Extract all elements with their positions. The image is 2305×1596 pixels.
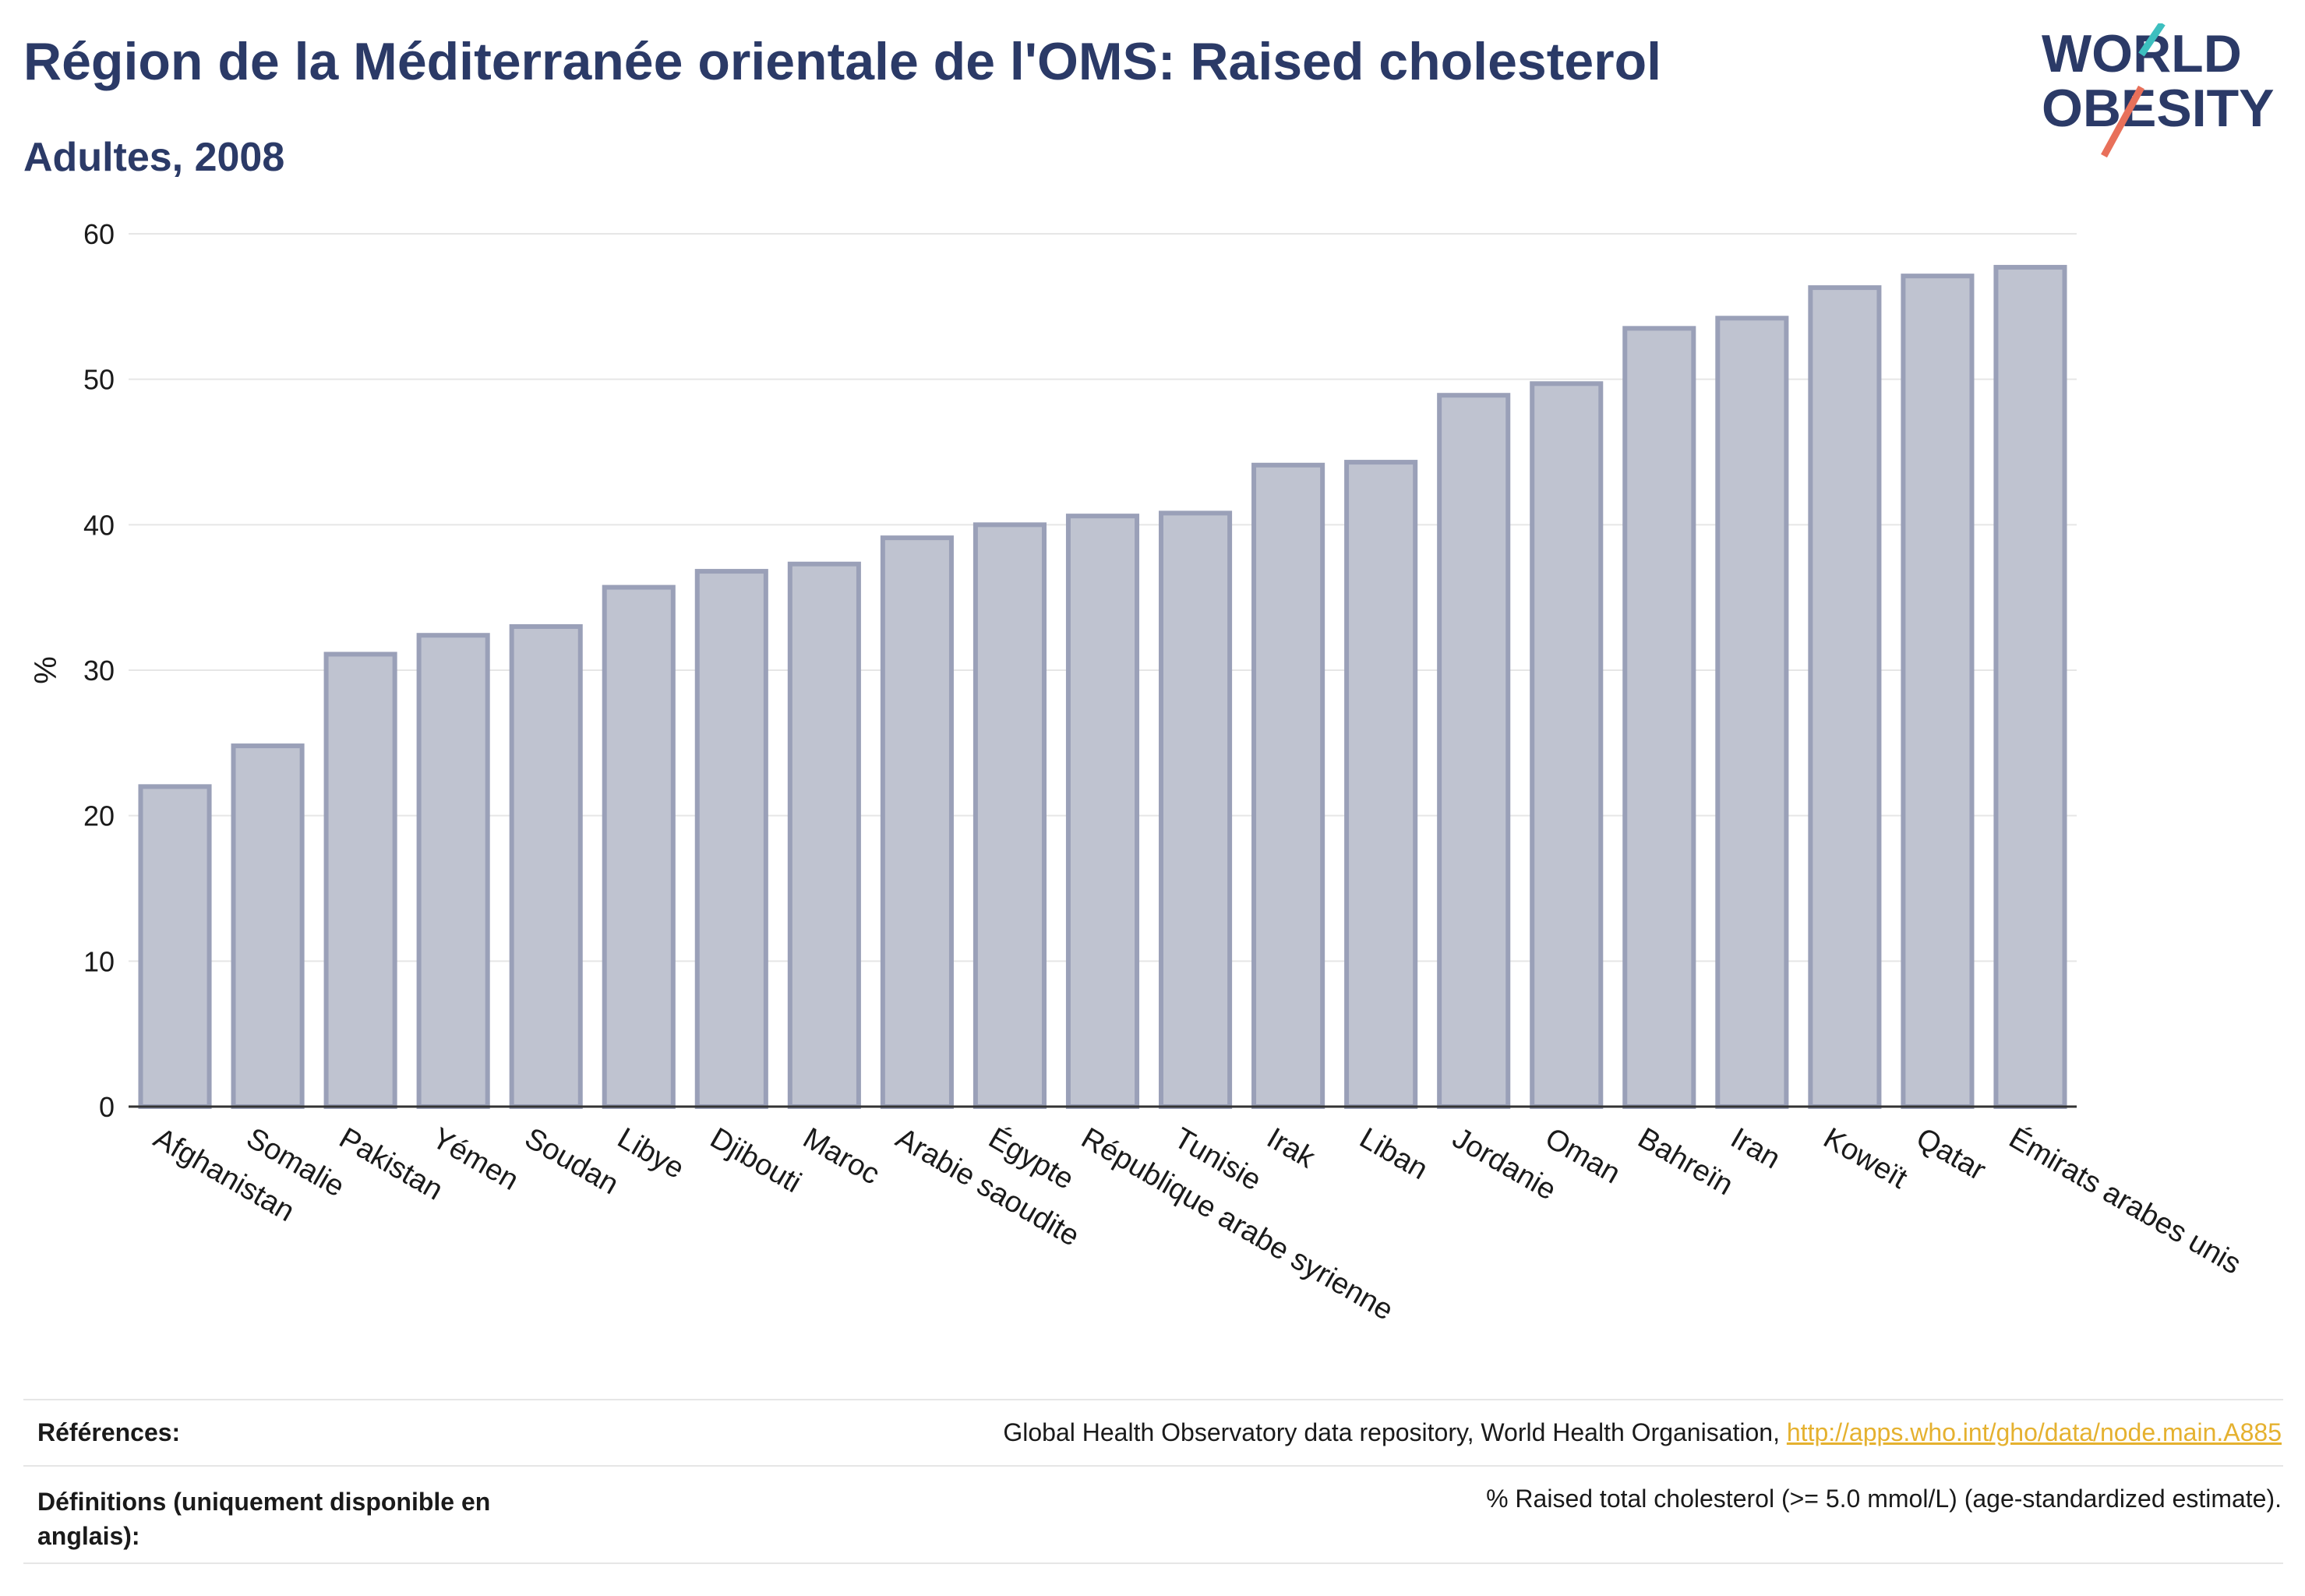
bar-4 [416,633,490,1109]
x-tick-label: Bahreïn [1633,1121,1738,1202]
bar-21 [1993,264,2067,1109]
bar-chart: 0102030405060%AfghanistanSomaliePakistan… [29,218,2247,1327]
x-tick-label: Libye [612,1121,690,1185]
y-tick-label: 50 [83,364,115,396]
bar-12 [1159,510,1233,1109]
x-tick-label: Pakistan [334,1121,448,1206]
bar-18 [1715,316,1789,1109]
bar-20 [1901,274,1975,1110]
x-tick-label: Qatar [1911,1121,1992,1187]
bar-3 [323,651,397,1109]
bar-1 [138,784,212,1109]
logo-text-obesity: OBESITY [2042,79,2275,138]
references-text: Global Health Observatory data repositor… [1003,1418,2282,1447]
references-link[interactable]: http://apps.who.int/gho/data/node.main.A… [1786,1418,2282,1446]
bar-15 [1437,393,1511,1109]
x-tick-label: Liban [1354,1121,1434,1186]
x-tick-label: Djibouti [704,1121,807,1199]
bar-8 [787,561,861,1109]
definitions-label-line2: anglais): [37,1522,140,1550]
x-tick-label: Irak [1262,1121,1322,1175]
footer-divider-bottom [23,1562,2283,1564]
y-tick-label: 0 [99,1091,115,1123]
footer-divider-top [23,1399,2283,1400]
definitions-text: % Raised total cholesterol (>= 5.0 mmol/… [1486,1485,2282,1513]
definitions-label: Définitions (uniquement disponible en an… [37,1485,490,1553]
bar-16 [1530,381,1604,1109]
footer-divider-middle [23,1465,2283,1467]
y-tick-label: 40 [83,509,115,541]
definitions-label-line1: Définitions (uniquement disponible en [37,1488,491,1516]
bar-13 [1251,462,1325,1109]
y-tick-label: 30 [83,655,115,687]
logo-slash-coral [2101,85,2144,158]
x-tick-label: Soudan [519,1121,623,1201]
y-tick-label: 20 [83,800,115,832]
bar-9 [880,535,954,1109]
world-obesity-logo: WORLD OBESITY [2042,23,2275,158]
y-axis-label: % [29,656,63,684]
chart-title: Région de la Méditerranée orientale de l… [23,32,1662,91]
references-source: Global Health Observatory data repositor… [1003,1418,1787,1446]
bar-19 [1808,285,1882,1110]
bar-5 [509,624,583,1109]
x-tick-label: Koweït [1818,1121,1913,1195]
references-label: Références: [37,1418,181,1446]
x-tick-label: Émirats arabes unis [2003,1121,2247,1281]
chart-subtitle: Adultes, 2008 [23,135,285,180]
x-tick-label: Iran [1725,1121,1786,1175]
y-tick-label: 60 [83,218,115,250]
logo-slash-teal [2138,23,2166,57]
bar-11 [1065,514,1140,1109]
bar-6 [602,584,676,1109]
x-tick-label: Maroc [797,1121,884,1191]
bar-17 [1622,326,1696,1110]
bar-2 [231,743,305,1109]
x-tick-label: Jordanie [1447,1121,1562,1206]
bar-7 [694,569,768,1109]
bar-14 [1344,460,1418,1109]
y-tick-label: 10 [83,945,115,977]
bar-10 [972,522,1047,1109]
